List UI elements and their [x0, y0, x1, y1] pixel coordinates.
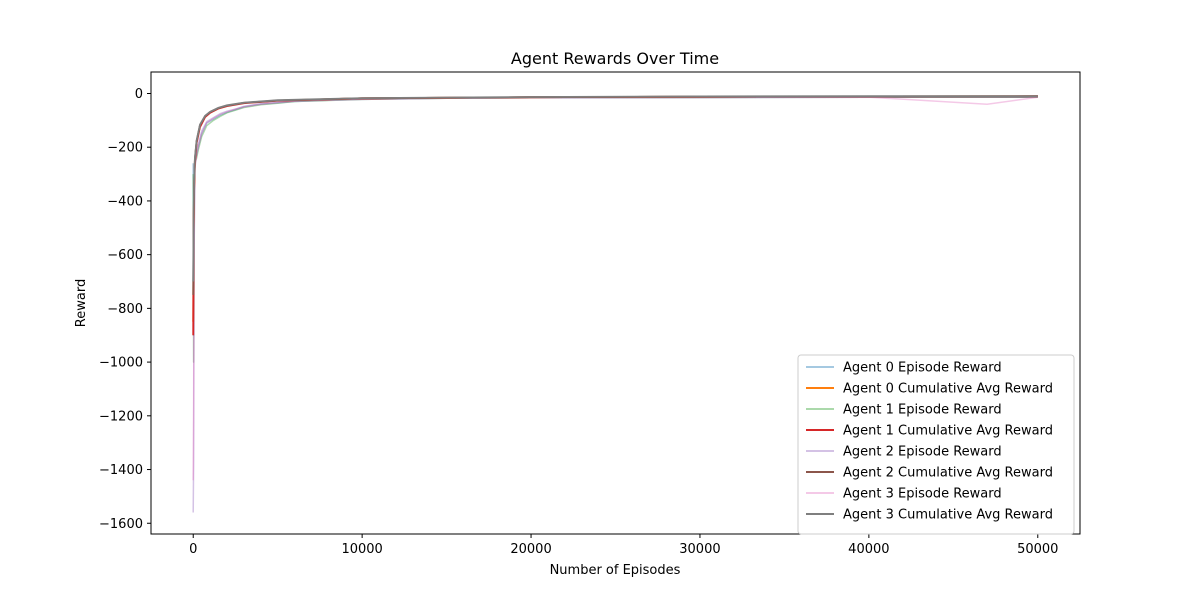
x-tick-label: 30000: [679, 542, 720, 557]
x-tick-label: 10000: [341, 542, 382, 557]
chart-title: Agent Rewards Over Time: [511, 49, 719, 68]
x-tick-label: 40000: [848, 542, 889, 557]
legend-box: [797, 354, 1075, 535]
y-tick-label: −200: [107, 141, 143, 156]
legend-label-5: Agent 2 Cumulative Avg Reward: [843, 466, 1053, 481]
legend-label-2: Agent 1 Episode Reward: [843, 403, 1002, 418]
x-tick-label: 50000: [1017, 542, 1058, 557]
y-tick-label: −1200: [99, 409, 143, 424]
x-axis-label: Number of Episodes: [550, 563, 681, 578]
y-tick-label: −800: [107, 302, 143, 317]
legend: Agent 0 Episode Reward Agent 0 Cumulative…: [797, 354, 1075, 535]
x-axis: 0 10000 20000 30000 40000 50000: [189, 534, 1058, 557]
legend-label-1: Agent 0 Cumulative Avg Reward: [843, 382, 1053, 397]
y-axis-label: Reward: [74, 279, 89, 327]
plot-series: [192, 95, 1038, 513]
y-axis: 0 −200 −400 −600 −800 −1000 −1200 −1400 −1600: [99, 87, 151, 532]
plot-frame: [150, 71, 1081, 535]
y-tick-label: −600: [107, 248, 143, 263]
legend-label-4: Agent 2 Episode Reward: [843, 445, 1002, 460]
y-tick-label: −1000: [99, 356, 143, 371]
legend-label-0: Agent 0 Episode Reward: [843, 361, 1002, 376]
legend-label-3: Agent 1 Cumulative Avg Reward: [843, 424, 1053, 439]
y-tick-label: 0: [135, 87, 143, 102]
y-tick-label: −400: [107, 194, 143, 209]
x-tick-label: 0: [189, 542, 197, 557]
y-tick-label: −1600: [99, 517, 143, 532]
legend-label-6: Agent 3 Episode Reward: [843, 487, 1002, 502]
legend-label-7: Agent 3 Cumulative Avg Reward: [843, 508, 1053, 523]
x-tick-label: 20000: [510, 542, 551, 557]
series-line-7: [192, 95, 1038, 282]
y-tick-label: −1400: [99, 463, 143, 478]
